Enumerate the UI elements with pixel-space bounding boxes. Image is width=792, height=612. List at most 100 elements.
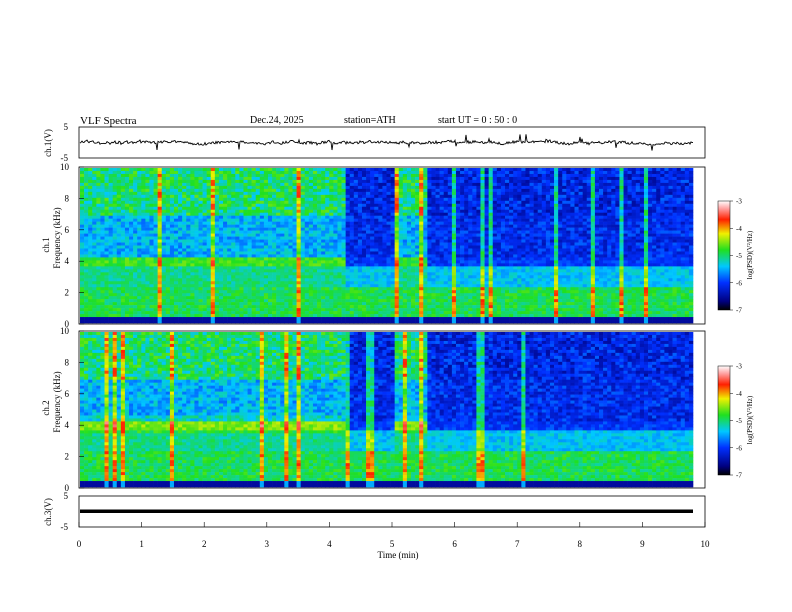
heatmap-cell [288,203,293,208]
heatmap-cell [255,188,261,193]
heatmap-cell [402,248,408,252]
heatmap-cell [296,227,301,231]
heatmap-cell [390,176,395,181]
heatmap-cell [427,269,432,273]
heatmap-cell [96,209,101,214]
heatmap-cell [321,200,326,205]
heatmap-cell [223,215,228,219]
heatmap-cell [325,266,330,270]
heatmap-cell [284,233,289,237]
heatmap-cell [390,305,395,309]
heatmap-cell [370,206,375,211]
heatmap-cell [272,254,277,258]
heatmap-cell [190,224,195,228]
heatmap-cell [116,224,122,228]
heatmap-cell [210,179,216,184]
heatmap-cell [116,233,122,237]
heatmap-cell [345,293,351,297]
heatmap-cell [329,302,334,306]
heatmap-cell [308,239,314,243]
heatmap-cell [341,272,346,276]
heatmap-cell [308,185,314,190]
heatmap-cell [161,233,167,237]
heatmap-cell [443,173,449,178]
heatmap-cell [92,245,97,249]
heatmap-cell [361,284,367,288]
heatmap-cell [198,260,203,264]
heatmap-cell [349,251,355,255]
heatmap-cell [169,209,175,214]
heatmap-cell [116,170,122,175]
heatmap-cell [165,314,171,318]
heatmap-cell [129,311,134,315]
heatmap-cell [153,242,158,246]
heatmap-cell [345,224,351,228]
heatmap-cell [451,191,457,196]
heatmap-cell [411,299,416,303]
heatmap-cell [333,191,338,196]
heatmap-cell [202,293,207,297]
heatmap-cell [378,281,383,285]
heatmap-cell [165,263,171,267]
heatmap-cell [464,194,469,199]
heatmap-cell [312,218,318,222]
heatmap-cell [447,221,453,225]
heatmap-cell [169,275,175,279]
heatmap-cell [141,254,146,258]
heatmap-cell [227,263,232,267]
heatmap-cell [145,284,150,288]
heatmap-cell [165,311,171,315]
heatmap-cell [304,248,310,252]
heatmap-cell [276,290,281,294]
heatmap-cell [100,194,105,199]
heatmap-cell [464,272,469,276]
heatmap-cell [272,290,277,294]
heatmap-cell [259,308,265,312]
heatmap-cell [198,168,203,172]
heatmap-cell [345,239,351,243]
heatmap-cell [443,188,449,193]
heatmap-cell [415,317,420,321]
heatmap-cell [300,197,306,202]
heatmap-cell [300,308,306,312]
heatmap-cell [329,206,334,211]
heatmap-cell [370,233,375,237]
heatmap-cell [92,200,97,205]
heatmap-cell [288,191,293,196]
heatmap-cell [104,299,109,303]
heatmap-cell [157,284,163,288]
heatmap-cell [263,239,269,243]
heatmap-cell [243,197,248,202]
heatmap-cell [370,269,375,273]
heatmap-cell [92,266,97,270]
heatmap-cell [84,209,89,214]
heatmap-cell [374,209,379,214]
heatmap-cell [239,299,244,303]
heatmap-cell [80,200,85,205]
heatmap-cell [194,245,199,249]
heatmap-cell [361,290,367,294]
heatmap-cell [137,314,142,318]
heatmap-cell [169,233,175,237]
heatmap-cell [308,320,314,324]
heatmap-cell [227,308,232,312]
heatmap-cell [161,272,167,276]
heatmap-cell [141,272,146,276]
heatmap-cell [133,233,138,237]
heatmap-cell [165,230,171,234]
heatmap-cell [267,209,273,214]
heatmap-cell [341,242,346,246]
heatmap-cell [349,299,355,303]
heatmap-cell [108,206,113,211]
heatmap-cell [129,302,134,306]
heatmap-cell [255,269,261,273]
heatmap-cell [423,233,428,237]
heatmap-cell [239,257,244,261]
heatmap-cell [272,299,277,303]
heatmap-cell [345,260,351,264]
heatmap-cell [243,182,248,187]
heatmap-cell [280,281,285,285]
heatmap-cell [251,263,257,267]
heatmap-cell [378,257,383,261]
heatmap-cell [427,206,432,211]
